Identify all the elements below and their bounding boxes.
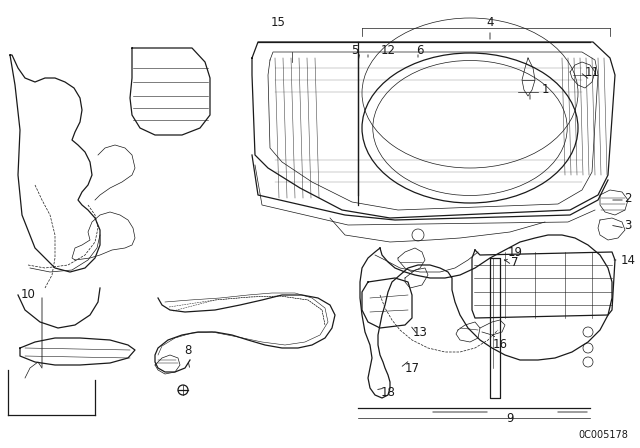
Text: 6: 6 [416,43,424,56]
Text: 3: 3 [624,219,632,232]
Text: 14: 14 [621,254,636,267]
Text: 13: 13 [413,326,428,339]
Text: 5: 5 [351,43,358,56]
Text: 7: 7 [511,257,519,270]
Text: 10: 10 [20,289,35,302]
Text: 17: 17 [404,362,419,375]
Text: 19: 19 [508,246,522,258]
Text: 15: 15 [271,16,285,29]
Text: 9: 9 [506,412,514,425]
Text: 12: 12 [381,43,396,56]
Text: 2: 2 [624,191,632,204]
Text: 11: 11 [584,65,600,78]
Text: 16: 16 [493,339,508,352]
Text: 8: 8 [184,344,192,357]
Text: 4: 4 [486,16,493,29]
Text: 1: 1 [541,82,548,95]
Text: 0C005178: 0C005178 [578,430,628,440]
Text: 18: 18 [381,385,396,399]
